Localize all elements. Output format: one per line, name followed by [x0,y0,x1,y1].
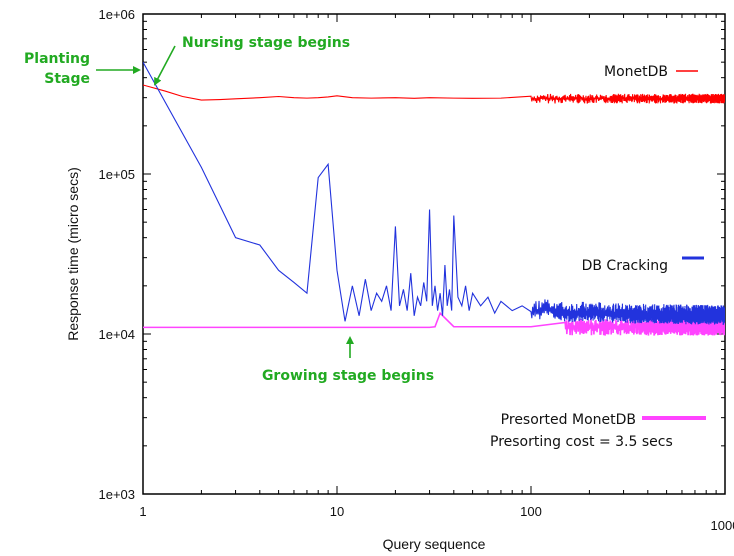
y-tick-label: 1e+06 [98,7,135,22]
x-axis-label: Query sequence [383,536,486,552]
x-tick-label: 10 [330,504,344,519]
annotation-nursing-arrow [154,45,176,86]
y-tick-label: 1e+04 [98,327,135,342]
plot-frame [142,13,726,495]
legend-label: Presorted MonetDB [501,412,636,428]
y-tick-label: 1e+03 [98,487,135,502]
annotation-nursing-text: Nursing stage begins [182,35,350,51]
legend: MonetDB DB Cracking Presorted MonetDB Preso… [490,64,706,450]
axis-ticks: 1 10 100 1000 1e+03 1e+04 1e+05 1e+06 [98,7,734,533]
annotations: Planting Stage Nursing stage begins Growing… [24,35,434,384]
annotation-growing-text: Growing stage begins [262,368,434,384]
series-line-presorted-monetdb [143,311,725,336]
annotation-planting-text: Planting [24,51,90,67]
x-tick-label: 1000 [711,518,734,533]
x-tick-label: 1 [139,504,146,519]
legend-label: MonetDB [604,64,668,80]
annotation-planting-text: Stage [44,71,90,87]
series-layer [143,61,725,336]
legend-label: DB Cracking [582,258,668,274]
y-axis-label: Response time (micro secs) [65,167,81,341]
series-line-monetdb [143,84,725,104]
legend-note: Presorting cost = 3.5 secs [490,434,673,450]
y-tick-label: 1e+05 [98,167,135,182]
series-line-db-cracking [143,61,725,326]
x-tick-label: 100 [520,504,542,519]
